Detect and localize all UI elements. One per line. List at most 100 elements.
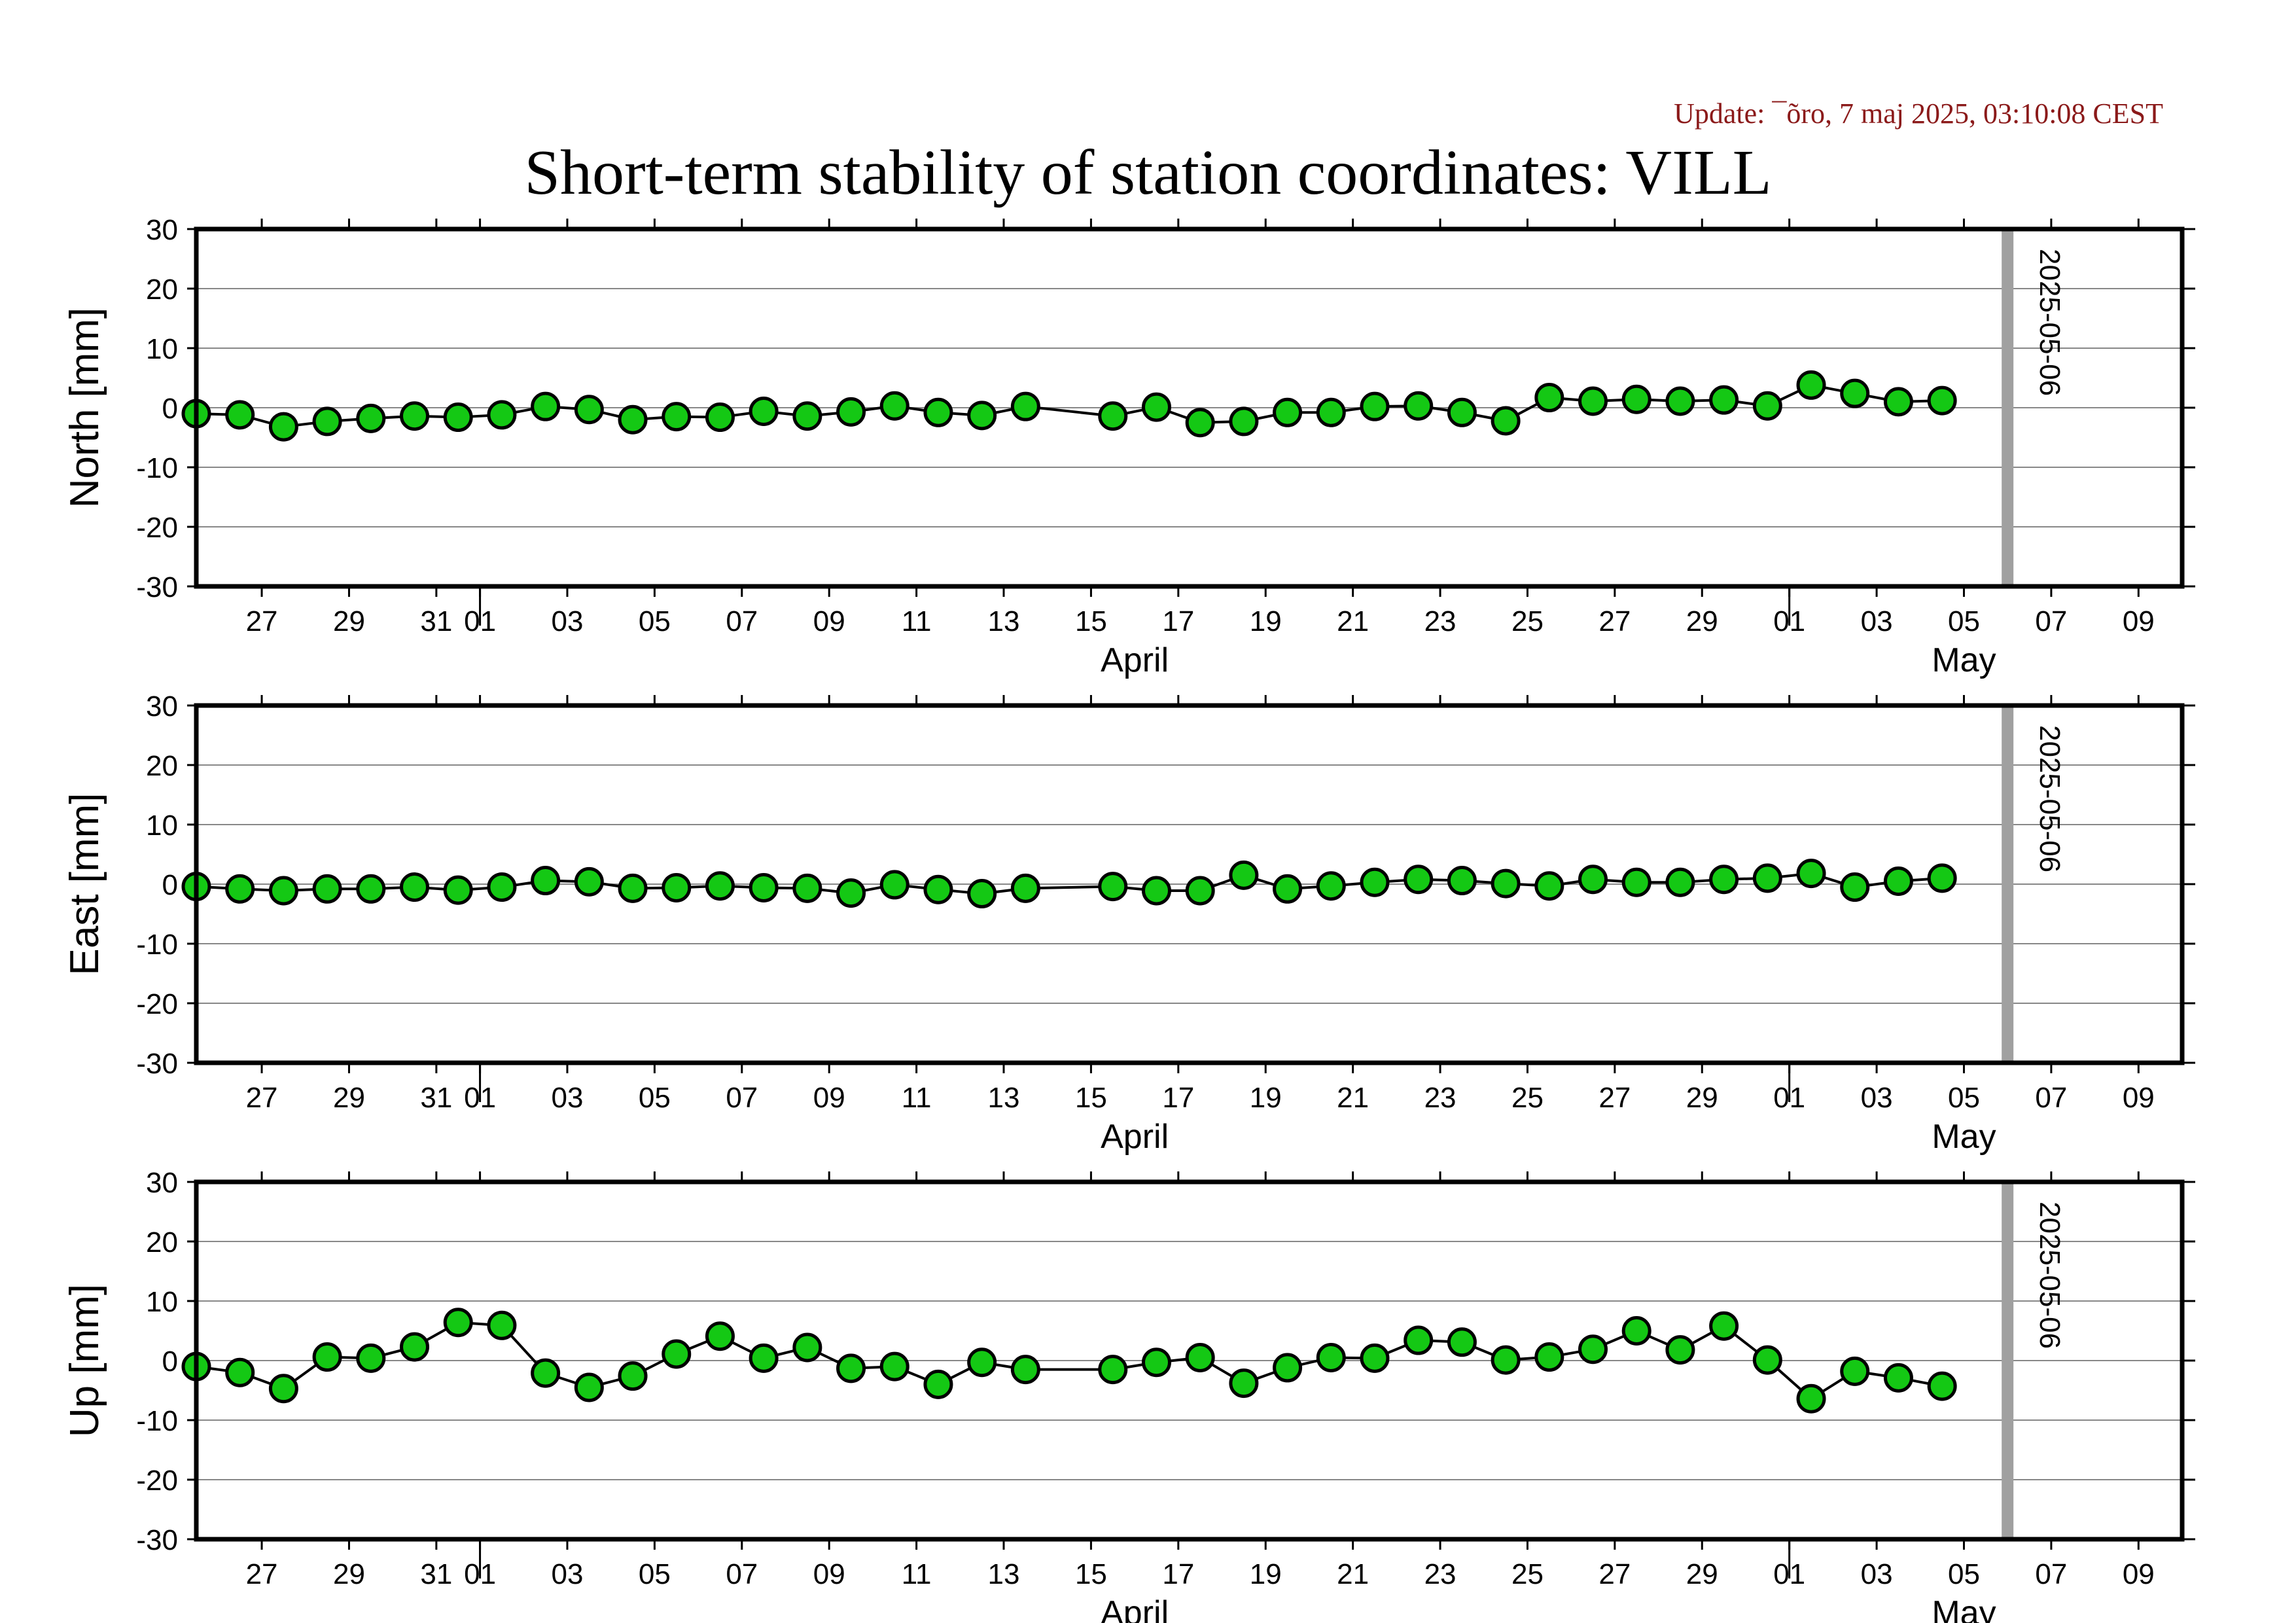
data-point (1883, 1363, 1913, 1393)
data-point (749, 872, 779, 902)
data-point (967, 1347, 997, 1378)
data-point (400, 401, 430, 431)
data-point (1491, 1345, 1521, 1375)
data-point (487, 872, 517, 902)
data-point (1360, 867, 1390, 897)
x-tick-label: 05 (1948, 1082, 1980, 1114)
data-point (1927, 863, 1957, 893)
data-point (967, 879, 997, 909)
date-marker-label: 2025-05-06 (2034, 725, 2066, 872)
data-point (618, 1361, 648, 1391)
x-tick-label: 09 (2123, 1558, 2155, 1590)
x-tick-label: 03 (552, 1082, 584, 1114)
data-point (1141, 876, 1171, 906)
data-point (443, 1308, 473, 1338)
y-tick-label: 0 (162, 393, 178, 425)
x-tick-label: 29 (1686, 1082, 1718, 1114)
data-point (356, 403, 386, 433)
data-point (1229, 1368, 1259, 1399)
x-tick-label: 25 (1511, 1558, 1544, 1590)
data-point (225, 874, 255, 904)
y-tick-label: -10 (136, 452, 178, 484)
y-tick-label: 30 (146, 1167, 178, 1199)
data-point (1185, 1342, 1215, 1372)
x-tick-label: 21 (1337, 1082, 1369, 1114)
x-tick-label: 31 (420, 1558, 452, 1590)
data-point (1185, 408, 1215, 438)
data-point (1360, 1343, 1390, 1373)
data-point (1796, 859, 1826, 889)
x-tick-label: 03 (552, 605, 584, 637)
data-point (1709, 385, 1739, 415)
x-tick-label: 27 (1598, 605, 1631, 637)
month-label: April (1101, 1118, 1169, 1156)
x-tick-label: 29 (333, 1082, 365, 1114)
y-tick-label: 0 (162, 869, 178, 901)
x-tick-label: 27 (246, 1082, 278, 1114)
y-tick-label: 0 (162, 1346, 178, 1378)
x-tick-label: 23 (1424, 1558, 1457, 1590)
data-point (1141, 392, 1171, 422)
data-point (531, 1358, 561, 1388)
data-point (400, 1332, 430, 1362)
data-point (1404, 865, 1434, 895)
data-point (1360, 391, 1390, 421)
y-tick-label: -20 (136, 512, 178, 544)
x-tick-label: 07 (2035, 1082, 2067, 1114)
data-point (225, 1357, 255, 1387)
x-tick-label: 03 (1861, 1082, 1893, 1114)
x-tick-label: 05 (1948, 1558, 1980, 1590)
data-point (487, 1310, 517, 1340)
data-point (356, 1343, 386, 1373)
x-tick-label: 09 (813, 1082, 845, 1114)
data-point (268, 412, 298, 442)
data-point (1010, 873, 1040, 903)
data-point (225, 400, 255, 430)
data-point (531, 866, 561, 896)
data-point (1404, 391, 1434, 421)
data-point (1709, 1311, 1739, 1341)
data-point (1491, 406, 1521, 436)
plot-frame (194, 1179, 2185, 1542)
x-tick-label: 09 (2123, 1082, 2155, 1114)
x-tick-label: 15 (1075, 1558, 1107, 1590)
x-tick-label: 05 (639, 1558, 671, 1590)
data-point (1316, 1342, 1346, 1372)
x-tick-label: 17 (1162, 1082, 1194, 1114)
data-point (1796, 370, 1826, 400)
data-point (705, 402, 735, 433)
data-point (1141, 1347, 1171, 1378)
x-tick-label: 15 (1075, 605, 1107, 637)
series-line (196, 872, 1943, 895)
x-tick-label: 05 (1948, 605, 1980, 637)
data-point (1621, 384, 1651, 414)
data-point (1752, 391, 1782, 421)
data-point (1098, 401, 1128, 431)
y-tick-label: 20 (146, 750, 178, 782)
y-tick-label: -20 (136, 988, 178, 1020)
x-tick-label: 03 (552, 1558, 584, 1590)
data-point (836, 397, 866, 427)
data-point (792, 1332, 822, 1363)
data-point (443, 402, 473, 433)
y-axis-label: North [mm] (62, 308, 107, 508)
data-point (1578, 386, 1608, 416)
x-tick-label: 09 (813, 1558, 845, 1590)
y-tick-label: -30 (136, 1524, 178, 1556)
x-tick-label: 07 (726, 1082, 758, 1114)
x-tick-label: 19 (1250, 1558, 1282, 1590)
data-point (1621, 867, 1651, 897)
data-point (1491, 868, 1521, 899)
data-point (1534, 1342, 1564, 1372)
data-point (1840, 378, 1870, 408)
x-tick-label: 07 (2035, 605, 2067, 637)
data-point (1010, 391, 1040, 421)
data-point (268, 876, 298, 906)
data-point (312, 406, 342, 437)
data-point (574, 1372, 604, 1402)
data-point (967, 401, 997, 431)
data-point (1316, 397, 1346, 427)
x-tick-label: 21 (1337, 1558, 1369, 1590)
data-point (662, 872, 692, 902)
